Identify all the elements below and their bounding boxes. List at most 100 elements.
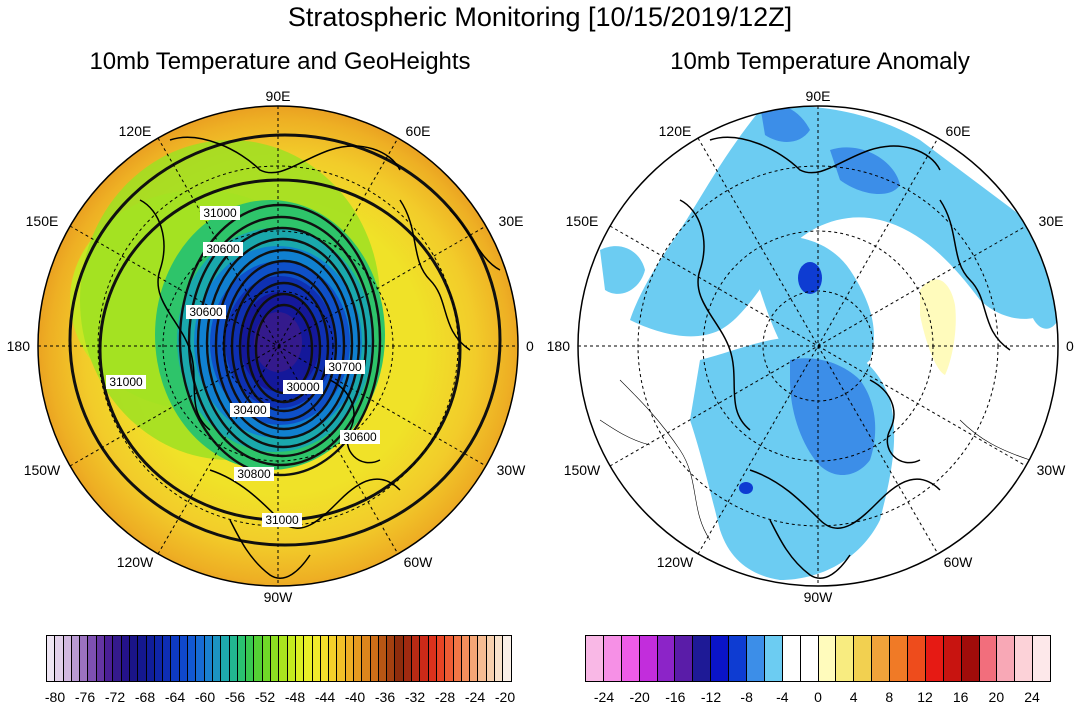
colorbar-swatch	[304, 636, 313, 681]
colorbar-tick-label: -8	[740, 689, 753, 705]
colorbar-swatch	[237, 636, 247, 681]
colorbar-swatch	[271, 636, 280, 681]
contour-label: 30400	[230, 403, 270, 417]
colorbar-swatch	[171, 636, 180, 681]
colorbar-swatch	[188, 636, 197, 681]
lon-label-150w: 150W	[24, 462, 61, 478]
colorbar-tick-label: -24	[593, 689, 615, 705]
lon-label-90e: 90E	[806, 88, 831, 104]
lon-label-90e: 90E	[266, 88, 291, 104]
colorbar-swatch	[254, 636, 263, 681]
colorbar-swatch	[370, 636, 379, 681]
colorbar-swatch	[764, 636, 783, 681]
colorbar-swatch	[925, 636, 944, 681]
lon-label-150e: 150E	[26, 213, 59, 229]
colorbar-tick-label: 0	[814, 689, 822, 705]
colorbar-swatch	[163, 636, 172, 681]
colorbar-tick-label: 20	[988, 689, 1005, 705]
colorbar-swatch	[378, 636, 388, 681]
colorbar-swatch	[997, 636, 1016, 681]
colorbar-tick-label: -68	[134, 689, 156, 705]
colorbar-swatch	[55, 636, 64, 681]
colorbar-swatch	[129, 636, 139, 681]
temperature-anomaly-map: 90E 60E 30E 0 30W 60W 90W 120W 150W 180 …	[547, 88, 1074, 605]
colorbar-swatch	[503, 636, 511, 681]
lon-label-60w: 60W	[404, 554, 434, 570]
lon-label-30e: 30E	[1039, 213, 1064, 229]
lon-label-0: 0	[1066, 338, 1074, 354]
lon-label-0: 0	[526, 338, 534, 354]
colorbar-swatch	[478, 636, 487, 681]
colorbar-swatch	[961, 636, 980, 681]
colorbar-swatch	[295, 636, 305, 681]
colorbar-swatch	[312, 636, 321, 681]
contour-label: 31000	[106, 375, 146, 389]
contour-labels: 31000 30600 31000 30600 30400 30000 3070…	[106, 206, 380, 527]
contour-label: 31000	[262, 513, 302, 527]
svg-text:30600: 30600	[189, 305, 223, 319]
colorbar-tick-label: -56	[224, 689, 246, 705]
anomaly-shading	[600, 106, 1058, 580]
colorbar-swatch	[138, 636, 147, 681]
longitude-labels: 90E 60E 30E 0 30W 60W 90W 120W 150W 180 …	[7, 88, 534, 605]
colorbar-tick-label: 16	[952, 689, 969, 705]
temperature-geoheight-map: 31000 30600 31000 30600 30400 30000 3070…	[7, 88, 534, 605]
svg-text:30700: 30700	[328, 360, 362, 374]
colorbar-swatch	[179, 636, 189, 681]
colorbar-swatch	[470, 636, 479, 681]
colorbar-swatch	[320, 636, 330, 681]
lon-label-90w: 90W	[804, 589, 834, 605]
colorbar-tick-label: -32	[404, 689, 426, 705]
colorbar-swatch	[1015, 636, 1034, 681]
colorbar-swatch	[204, 636, 213, 681]
lon-label-30w: 30W	[1037, 462, 1067, 478]
colorbar-tick-label: -4	[776, 689, 789, 705]
colorbar-swatch	[196, 636, 205, 681]
left-panel-title: 10mb Temperature and GeoHeights	[89, 48, 471, 75]
colorbar-swatch	[854, 636, 873, 681]
svg-text:30000: 30000	[286, 380, 320, 394]
colorbar-swatch	[63, 636, 72, 681]
colorbar-swatch	[836, 636, 855, 681]
colorbar-swatch	[420, 636, 429, 681]
colorbar-swatch	[96, 636, 106, 681]
colorbar-swatch	[88, 636, 97, 681]
svg-text:30600: 30600	[343, 430, 377, 444]
colorbar-swatch	[872, 636, 891, 681]
svg-text:31000: 31000	[203, 206, 237, 220]
colorbar-swatch	[279, 636, 288, 681]
colorbar-tick-label: -40	[344, 689, 366, 705]
colorbar-tick-label: -12	[700, 689, 722, 705]
colorbar-swatch	[586, 636, 604, 681]
colorbar-swatch	[387, 636, 396, 681]
colorbar-swatch	[782, 636, 801, 681]
lon-label-120e: 120E	[119, 123, 152, 139]
colorbar-swatch	[657, 636, 676, 681]
svg-text:30400: 30400	[233, 403, 267, 417]
svg-text:31000: 31000	[109, 375, 143, 389]
main-title: Stratospheric Monitoring [10/15/2019/12Z…	[287, 2, 793, 32]
colorbar-swatch	[412, 636, 421, 681]
colorbar-tick-label: -20	[629, 689, 650, 705]
colorbar-tick-label: -20	[494, 689, 516, 705]
right-panel-title: 10mb Temperature Anomaly	[670, 48, 970, 75]
lon-label-150e: 150E	[566, 213, 599, 229]
colorbar-swatch	[621, 636, 640, 681]
coastlines	[679, 136, 1011, 579]
colorbar-swatch	[353, 636, 363, 681]
svg-text:31000: 31000	[265, 513, 299, 527]
colorbar-swatch	[345, 636, 354, 681]
lon-label-60e: 60E	[946, 123, 971, 139]
contour-label: 30700	[325, 360, 365, 374]
colorbar-swatch	[979, 636, 998, 681]
colorbar-swatch	[246, 636, 255, 681]
colorbar-swatch	[445, 636, 454, 681]
colorbar-swatch	[47, 636, 56, 681]
svg-text:30800: 30800	[237, 467, 271, 481]
colorbar-swatch	[436, 636, 446, 681]
lon-label-180: 180	[7, 338, 31, 354]
colorbar-tick-label: -64	[164, 689, 186, 705]
colorbar-swatch	[729, 636, 748, 681]
colorbar-tick-label: 4	[849, 689, 858, 705]
lon-label-120w: 120W	[657, 554, 694, 570]
